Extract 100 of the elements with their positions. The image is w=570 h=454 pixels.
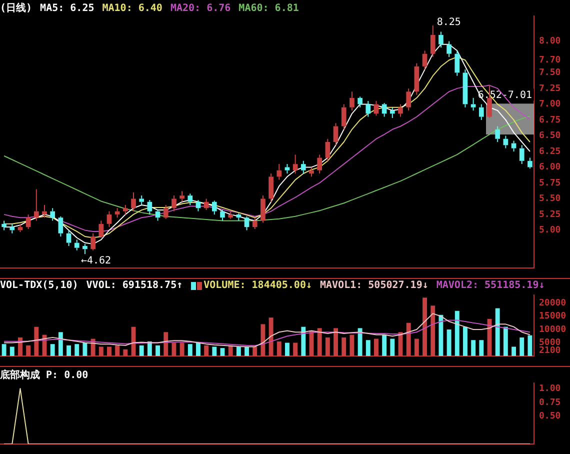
bar [479, 340, 484, 356]
bar [390, 338, 395, 356]
candlestick [284, 164, 290, 174]
bar [2, 344, 6, 356]
bar [10, 346, 14, 356]
bar [471, 340, 476, 356]
bar [350, 334, 354, 356]
candlestick [446, 40, 452, 58]
y-tick-label: 7.00 [539, 100, 561, 110]
bar [147, 341, 152, 356]
bar [414, 338, 419, 356]
y-tick-label: 0.75 [539, 398, 561, 408]
bar [18, 337, 22, 356]
candlestick [147, 199, 152, 215]
text: MAVOL1: 505027.19↓ [320, 280, 428, 291]
candlestick [470, 97, 476, 111]
candlestick [366, 100, 371, 118]
candlestick [131, 192, 136, 212]
bar [512, 346, 516, 356]
candlestick [26, 214, 31, 230]
candlestick [495, 126, 500, 142]
bar [342, 337, 346, 356]
bar [82, 342, 88, 356]
candlestick [212, 200, 217, 215]
y-tick-label: 5.25 [539, 210, 561, 220]
bar [107, 346, 112, 356]
candlestick [106, 210, 112, 228]
y-tick-label: 5.75 [539, 178, 561, 188]
bar [252, 346, 258, 356]
bar [430, 306, 436, 356]
candlestick [42, 204, 47, 218]
candlestick [163, 204, 168, 220]
bar [244, 346, 249, 356]
candlestick [34, 188, 39, 222]
bar [34, 326, 39, 356]
text: MA5: 6.25 [40, 2, 94, 15]
bar [520, 337, 524, 356]
bar [180, 342, 184, 356]
candlestick [220, 210, 225, 222]
candlestick [172, 195, 176, 212]
candlestick [430, 24, 436, 58]
bar [334, 328, 338, 356]
bar [276, 341, 282, 356]
candlestick [66, 230, 72, 246]
text: MA20: 6.76 [170, 2, 231, 15]
bar [50, 344, 55, 356]
candlestick [358, 96, 362, 108]
bar [188, 344, 192, 356]
chart-title: 底部构成 P: 0.00 [0, 368, 88, 382]
y-tick-label: 2100 [539, 346, 561, 356]
candlestick [333, 122, 338, 146]
bar [317, 328, 322, 356]
bar [139, 345, 144, 356]
bar [528, 335, 532, 356]
candlestick [180, 190, 184, 202]
candlestick [292, 154, 298, 174]
candlestick [398, 104, 403, 118]
candlestick [82, 244, 88, 255]
candlestick [188, 193, 193, 206]
candlestick [406, 88, 412, 111]
candlestick [511, 140, 516, 152]
bar [123, 349, 128, 356]
y-tick-label: 7.70 [539, 55, 561, 66]
bar [236, 346, 241, 356]
candlestick [122, 204, 128, 215]
candlestick [341, 104, 346, 130]
candlestick [90, 232, 96, 251]
candlestick [309, 166, 314, 178]
y-tick-label: 5.00 [539, 226, 561, 236]
chart-title: (日线) [0, 2, 32, 15]
y-tick-label: 1.00 [539, 384, 561, 394]
bar [301, 326, 306, 356]
text: MAVOL2: 551185.19↓ [436, 280, 545, 291]
bar [406, 322, 411, 356]
bar [382, 334, 387, 356]
bar [446, 329, 452, 356]
y-tick-label: 6.50 [539, 131, 561, 142]
candlestick [478, 104, 484, 120]
bar [503, 326, 508, 356]
bar [454, 310, 460, 356]
candlestick [519, 144, 524, 165]
candlestick [438, 31, 444, 48]
candlestick [374, 100, 379, 116]
candlestick [10, 223, 15, 234]
candlestick [276, 164, 282, 180]
bar [58, 332, 63, 356]
candlestick [260, 195, 266, 224]
y-tick-label: 8.00 [539, 36, 561, 47]
bar [204, 345, 209, 356]
candlestick [325, 138, 330, 162]
bar [285, 342, 290, 356]
y-tick-label: 6.00 [539, 162, 561, 173]
bar [156, 345, 160, 356]
candlestick [268, 173, 274, 202]
candlestick [228, 210, 234, 220]
bar [74, 344, 80, 356]
bar [66, 345, 71, 356]
candlestick [382, 102, 387, 118]
y-tick-label: 5.50 [539, 194, 561, 204]
bar [98, 346, 104, 356]
